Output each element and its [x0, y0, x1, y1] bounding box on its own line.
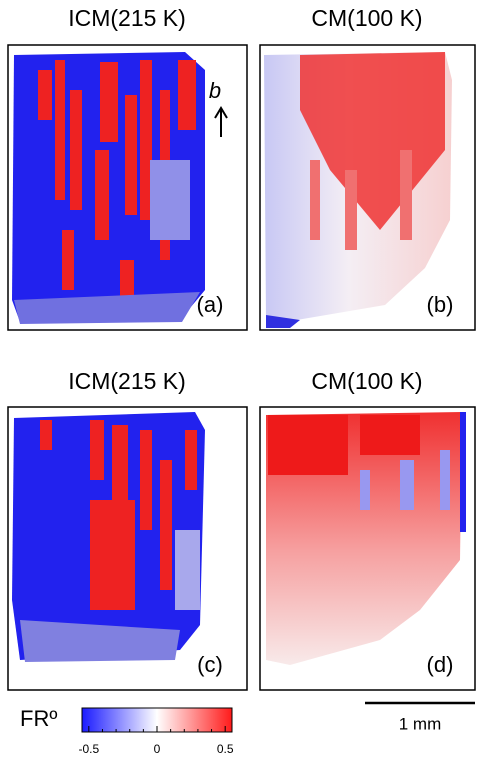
- axis-annotation: b: [209, 78, 221, 103]
- axis-arrow: [214, 106, 228, 137]
- colorbar-tick-label: -0.5: [78, 742, 99, 756]
- panel-title: ICM(215 K): [68, 5, 186, 31]
- panel-title: CM(100 K): [311, 368, 422, 394]
- colorbar-tick-label: 0.5: [217, 742, 234, 756]
- panel-frame: [7, 406, 248, 691]
- scale-bar-label: 1 mm: [399, 714, 442, 733]
- panel-label: (c): [197, 652, 223, 677]
- panel-label: (a): [197, 292, 224, 317]
- panel-title: ICM(215 K): [68, 368, 186, 394]
- panel-label: (b): [427, 292, 454, 317]
- panel-frame: [259, 406, 476, 691]
- panel-d-image: [266, 412, 466, 665]
- panel-frame: [259, 44, 476, 331]
- panel-a-image: [12, 52, 205, 324]
- panel-c-image: [12, 412, 205, 662]
- colorbar-label: FRº: [20, 706, 57, 731]
- panel-label: (d): [427, 652, 454, 677]
- panel-title: CM(100 K): [311, 5, 422, 31]
- colorbar-tick-label: 0: [154, 742, 161, 756]
- panel-frame: [7, 44, 248, 331]
- panel-b-image: [264, 52, 452, 328]
